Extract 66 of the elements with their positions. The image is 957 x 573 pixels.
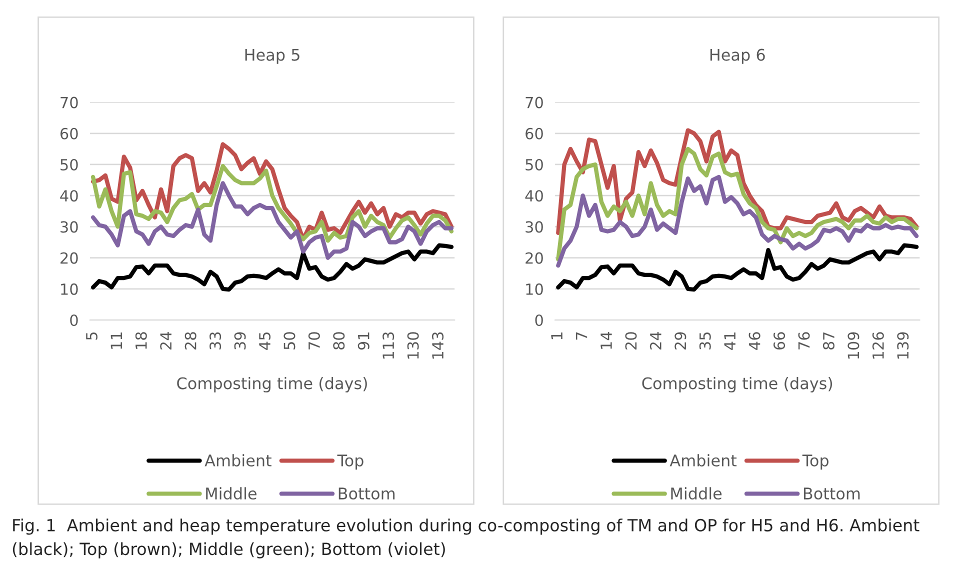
- x-tick-label: 24: [650, 332, 662, 350]
- x-tick-label: 66: [774, 332, 786, 350]
- x-tick-label: 29: [674, 332, 686, 350]
- x-tick-label: 139: [897, 332, 909, 359]
- y-tick-label: 60: [526, 128, 543, 140]
- x-tick-label: 5: [86, 332, 98, 340]
- y-tick-label: 10: [526, 283, 543, 295]
- x-tick-label: 41: [724, 332, 736, 350]
- x-tick-label: 109: [848, 332, 860, 359]
- x-tick-label: 91: [358, 332, 370, 350]
- line-series: [90, 243, 454, 292]
- legend-label: Middle: [671, 487, 722, 500]
- x-tick-label: 80: [333, 332, 345, 350]
- y-tick-label: 0: [535, 314, 543, 326]
- x-axis-title: Composting time (days): [642, 376, 832, 392]
- legend-label: Ambient: [670, 454, 737, 467]
- y-tick-label: 70: [526, 96, 543, 108]
- x-tick-label: 45: [259, 332, 271, 350]
- x-tick-label: 70: [308, 332, 320, 350]
- legend-label: Bottom: [804, 488, 860, 500]
- y-tick-label: 50: [526, 158, 543, 171]
- line-series: [556, 128, 919, 236]
- y-tick-label: 20: [60, 252, 78, 264]
- x-tick-label: 87: [822, 332, 834, 350]
- legend-label: Bottom: [338, 488, 395, 500]
- line-series: [556, 243, 919, 292]
- y-tick-label: 10: [61, 283, 78, 295]
- legend-label: Ambient: [204, 454, 272, 467]
- x-tick-label: 1: [551, 332, 562, 340]
- x-tick-label: 18: [135, 332, 147, 349]
- x-tick-label: 76: [798, 332, 810, 350]
- x-tick-label: 46: [748, 332, 760, 350]
- x-tick-label: 143: [432, 332, 444, 359]
- line-series: [556, 146, 919, 262]
- x-tick-label: 14: [600, 332, 612, 349]
- x-tick-label: 24: [160, 332, 172, 350]
- x-tick-label: 126: [872, 332, 884, 359]
- legend-label: Top: [802, 454, 828, 470]
- legend-label: Middle: [206, 487, 256, 500]
- x-tick-label: 7: [576, 332, 588, 340]
- y-tick-label: 70: [60, 96, 78, 108]
- line-series: [556, 174, 919, 268]
- line-series: [90, 164, 454, 243]
- x-tick-label: 35: [699, 332, 711, 350]
- y-tick-label: 30: [60, 221, 78, 233]
- x-tick-label: 33: [210, 332, 222, 350]
- chart-title: Heap 6: [710, 48, 765, 64]
- x-tick-label: 11: [110, 332, 122, 349]
- x-tick-label: 39: [234, 332, 246, 350]
- y-tick-label: 0: [70, 314, 78, 326]
- x-tick-label: 28: [184, 332, 196, 350]
- y-tick-label: 50: [60, 158, 78, 171]
- x-tick-label: 130: [407, 332, 419, 359]
- line-series: [90, 181, 454, 260]
- legend-label: Top: [337, 454, 364, 470]
- y-tick-label: 60: [60, 128, 78, 140]
- x-tick-label: 50: [284, 332, 296, 350]
- x-axis-title: Composting time (days): [177, 376, 367, 392]
- y-tick-label: 40: [525, 190, 543, 202]
- y-tick-label: 30: [526, 221, 543, 233]
- caption: Fig. 1 Ambient and heap temperature evolution during co-composting of TM and OP for H5 and H6. Ambient (black); Top (brown); Middle (green); Bottom (violet): [12, 518, 920, 558]
- x-tick-label: 20: [625, 332, 637, 350]
- x-tick-label: 113: [382, 332, 394, 359]
- y-tick-label: 40: [60, 190, 78, 202]
- y-tick-label: 20: [526, 252, 543, 264]
- chart-title: Heap 5: [245, 48, 300, 64]
